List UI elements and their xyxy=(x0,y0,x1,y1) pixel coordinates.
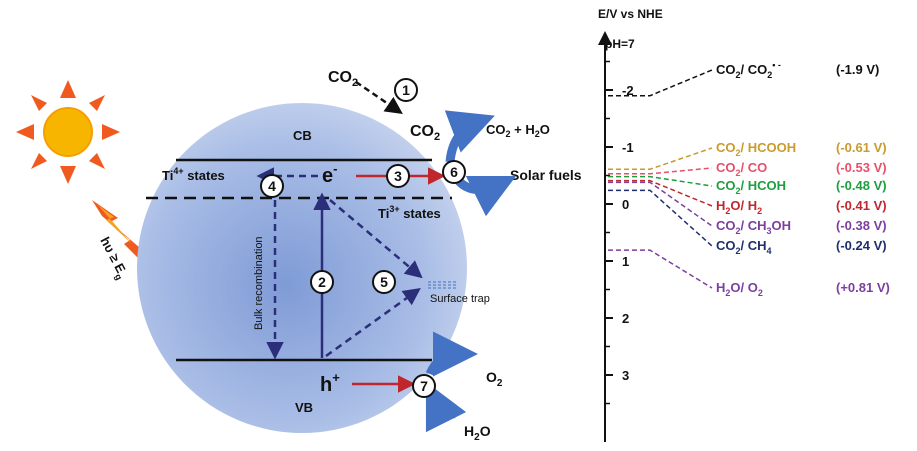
cb-label: CB xyxy=(293,128,312,143)
tick-label: 0 xyxy=(622,197,629,212)
couple-label: CO2/ CO xyxy=(716,160,767,178)
tick-label: -2 xyxy=(622,83,634,98)
o2-label: O2 xyxy=(486,369,503,389)
tick-label: 2 xyxy=(622,311,629,326)
couple-level-line xyxy=(608,181,713,227)
hole-label: h+ xyxy=(320,370,340,396)
reactant-curve-arrow xyxy=(444,110,495,163)
redox-couples: CO2/ CO2• - (-1.9 V)CO2/ HCOOH (-0.61 V)CO… xyxy=(608,60,890,298)
redox-couple: CO2/ HCOOH (-0.61 V) xyxy=(608,140,887,170)
couple-label: H2O/ O2 xyxy=(716,280,763,298)
h2o-curve-arrow xyxy=(425,381,467,433)
ti4-states-label: Ti4+ states xyxy=(162,166,225,183)
svg-text:7: 7 xyxy=(420,378,428,394)
step-marker-6: 6 xyxy=(442,160,466,184)
surface-trap-arrow-down xyxy=(329,199,423,279)
couple-level-line xyxy=(608,179,713,207)
scale-ph: pH=7 xyxy=(605,37,635,51)
light-energy-label: hυ ≥ Eg xyxy=(95,234,132,281)
step-marker-1: 1 xyxy=(394,78,418,102)
sun-icon xyxy=(16,80,120,184)
couple-potential: (-0.41 V) xyxy=(836,198,887,213)
co2-adsorption-arrow xyxy=(355,80,403,114)
couple-potential: (-1.9 V) xyxy=(836,62,879,77)
energy-axis-ticks: -2 -1 0 1 2 3 xyxy=(605,60,634,405)
tick-label: 3 xyxy=(622,368,629,383)
couple-level-line xyxy=(608,249,713,289)
redox-couple: CO2/ CO2• - (-1.9 V) xyxy=(608,60,879,97)
co2-h2o-label: CO2 + H2O xyxy=(486,122,550,139)
couple-label: CO2/ HCOOH xyxy=(716,140,796,158)
ti3-states-label: Ti3+ states xyxy=(378,204,441,221)
couple-level-line xyxy=(608,147,713,170)
step-marker-7: 7 xyxy=(412,374,436,398)
bulk-recombination-label: Bulk recombination xyxy=(253,236,265,330)
redox-couple: H2O/ H2 (-0.41 V) xyxy=(608,179,887,216)
step-marker-4: 4 xyxy=(260,174,284,198)
couple-potential: (-0.24 V) xyxy=(836,238,887,253)
surface-trap-label: Surface trap xyxy=(430,293,490,305)
couple-potential: (-0.48 V) xyxy=(836,178,887,193)
couple-level-line xyxy=(608,189,713,247)
svg-text:5: 5 xyxy=(380,274,388,290)
couple-level-line xyxy=(608,167,713,175)
redox-couple: H2O/ O2 (+0.81 V) xyxy=(608,249,890,298)
electron-label: e- xyxy=(322,161,337,187)
o2-curve-arrow xyxy=(425,331,478,377)
couple-potential: (-0.53 V) xyxy=(836,160,887,175)
couple-potential: (-0.38 V) xyxy=(836,218,887,233)
vb-label: VB xyxy=(295,400,313,415)
couple-potential: (-0.61 V) xyxy=(836,140,887,155)
step-marker-2: 2 xyxy=(310,270,334,294)
svg-text:3: 3 xyxy=(394,168,402,184)
step-marker-3: 3 xyxy=(386,164,410,188)
svg-text:1: 1 xyxy=(402,82,410,98)
step-markers: 1 2 3 4 5 6 7 xyxy=(260,78,466,398)
couple-label: CO2/ CH4 xyxy=(716,238,772,256)
surface-trap-lines xyxy=(428,281,458,289)
scale-title: E/V vs NHE xyxy=(598,7,663,21)
solar-fuels-label: Solar fuels xyxy=(510,167,582,183)
svg-text:2: 2 xyxy=(318,274,326,290)
couple-label: CO2/ HCOH xyxy=(716,178,786,196)
redox-couple: CO2/ HCOH (-0.48 V) xyxy=(608,175,887,196)
h2o-label: H2O xyxy=(464,423,491,443)
tick-label: 1 xyxy=(622,254,629,269)
co2-gas-label: CO2 xyxy=(328,69,358,89)
product-curve-arrow xyxy=(454,175,517,217)
couple-level-line xyxy=(608,69,713,97)
couple-label: H2O/ H2 xyxy=(716,198,762,216)
redox-couple: CO2/ CH3OH (-0.38 V) xyxy=(608,181,887,236)
surface-trap-arrow-up xyxy=(325,287,421,358)
couple-label: CO2/ CH3OH xyxy=(716,218,791,236)
couple-potential: (+0.81 V) xyxy=(836,280,890,295)
tick-label: -1 xyxy=(622,140,634,155)
co2-adsorbed-label: CO2 xyxy=(410,123,440,143)
couple-level-line xyxy=(608,175,713,187)
svg-text:6: 6 xyxy=(450,164,458,180)
couple-label: CO2/ CO2• - xyxy=(716,60,781,80)
lightning-icon xyxy=(92,200,148,268)
catalyst-particle xyxy=(137,103,467,433)
step-marker-5: 5 xyxy=(372,270,396,294)
redox-couple: CO2/ CH4 (-0.24 V) xyxy=(608,189,887,256)
svg-text:4: 4 xyxy=(268,178,276,194)
redox-couple: CO2/ CO (-0.53 V) xyxy=(608,160,887,178)
